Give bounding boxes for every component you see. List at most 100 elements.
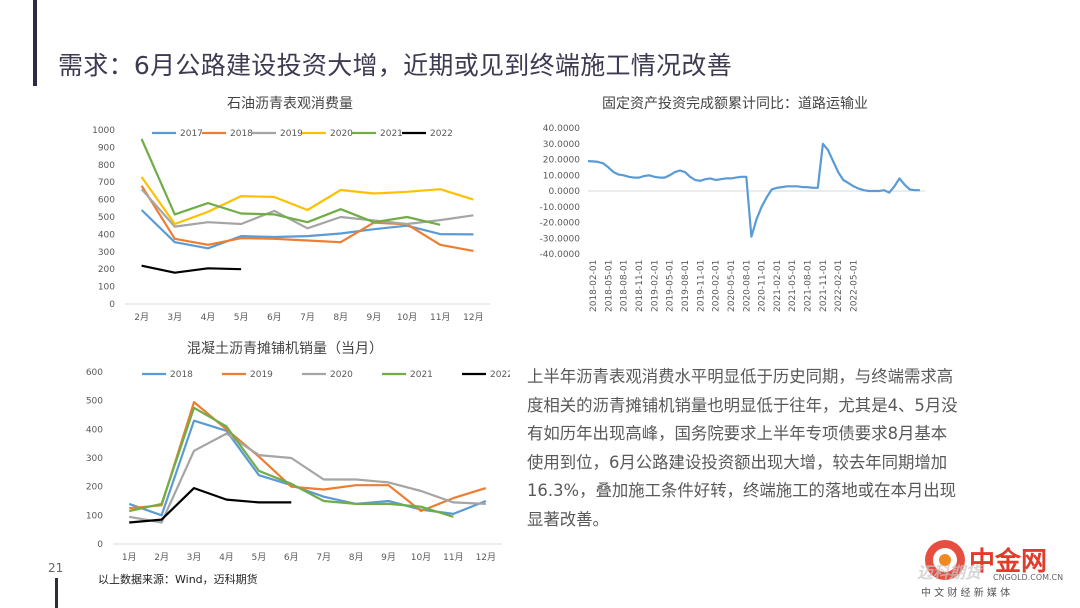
- y-tick-label: 0: [97, 540, 103, 550]
- series-line-2022: [141, 264, 242, 274]
- x-tick-label: 2018-11-01: [635, 260, 645, 312]
- x-tick-label: 11月: [430, 312, 450, 323]
- page-number: 21: [48, 561, 64, 575]
- x-tick-label: 2018-08-01: [620, 260, 630, 312]
- x-tick-label: 2020-05-01: [727, 260, 737, 312]
- data-source-note: 以上数据来源：Wind，迈科期货: [98, 573, 258, 586]
- legend-label-2020: 2020: [330, 370, 353, 380]
- legend-label-2019: 2019: [280, 129, 303, 139]
- y-tick-label: 20.0000: [543, 156, 580, 166]
- legend-label-2017: 2017: [180, 129, 203, 139]
- x-tick-label: 2022-02-01: [834, 260, 844, 312]
- x-tick-label: 9月: [381, 552, 396, 563]
- x-tick-label: 7月: [300, 312, 315, 323]
- x-tick-label: 2021-02-01: [773, 260, 783, 312]
- y-tick-label: 40.0000: [543, 124, 580, 134]
- x-tick-label: 1月: [122, 552, 137, 563]
- x-tick-label: 6月: [267, 312, 282, 323]
- watermark-tagline: 中 文 财 经 新 媒 体: [921, 586, 1010, 599]
- legend-label-2021: 2021: [380, 129, 403, 139]
- watermark-en: CNGOLD.COM.CN: [993, 573, 1063, 582]
- x-tick-label: 10月: [411, 552, 431, 563]
- y-tick-label: 800: [98, 161, 115, 171]
- watermark-overlay: 迈科期货: [917, 563, 984, 582]
- y-tick-label: 900: [98, 143, 115, 153]
- legend-label-2019: 2019: [250, 370, 273, 380]
- x-tick-label: 2019-11-01: [696, 260, 706, 312]
- y-tick-label: 500: [98, 213, 115, 223]
- series-line-2020: [129, 432, 486, 524]
- y-tick-label: 600: [98, 196, 115, 206]
- x-tick-label: 11月: [443, 552, 463, 563]
- analysis-paragraph: 上半年沥青表观消费水平明显低于历史同期，与终端需求高度相关的沥青摊铺机销量也明显…: [527, 367, 958, 529]
- x-tick-label: 2018-05-01: [604, 260, 614, 312]
- y-tick-label: 300: [86, 454, 103, 464]
- y-tick-label: -40.0000: [540, 250, 581, 260]
- x-tick-label: 5月: [234, 312, 249, 323]
- series-line-2017: [140, 209, 474, 250]
- x-tick-label: 2020-11-01: [758, 260, 768, 312]
- x-tick-label: 12月: [476, 552, 496, 563]
- series-line-2018: [128, 419, 487, 517]
- x-tick-label: 8月: [333, 312, 348, 323]
- legend-label-2018: 2018: [230, 129, 253, 139]
- legend-label-2022: 2022: [430, 129, 453, 139]
- y-tick-label: 200: [98, 265, 115, 275]
- y-tick-label: -30.0000: [540, 234, 581, 244]
- x-tick-label: 2018-02-01: [589, 260, 599, 312]
- y-tick-label: 100: [98, 283, 115, 293]
- legend-label-2021: 2021: [410, 370, 433, 380]
- y-tick-label: -10.0000: [540, 203, 581, 213]
- x-tick-label: 2021-08-01: [804, 260, 814, 312]
- y-tick-label: 1000: [92, 126, 115, 136]
- y-tick-label: 600: [86, 368, 103, 378]
- series-line-2022: [129, 487, 292, 524]
- y-tick-label: 500: [86, 397, 103, 407]
- y-tick-label: 30.0000: [543, 140, 580, 150]
- y-tick-label: 10.0000: [543, 171, 580, 181]
- x-tick-label: 7月: [316, 552, 331, 563]
- x-tick-label: 2022-05-01: [850, 260, 860, 312]
- x-tick-label: 4月: [219, 552, 234, 563]
- y-tick-label: -20.0000: [540, 219, 581, 229]
- y-tick-label: 0.0000: [549, 187, 581, 197]
- series-line-2018: [140, 185, 474, 252]
- slide-title: 需求：6月公路建设投资大增，近期或见到终端施工情况改善: [58, 51, 733, 80]
- y-tick-label: 700: [98, 178, 115, 188]
- series-line-road-investment: [587, 142, 920, 238]
- road-investment-chart: 40.0000 30.0000 20.0000 10.0000 0.0000 -10.00…: [540, 124, 925, 312]
- y-tick-label: 100: [86, 511, 103, 521]
- y-tick-label: 200: [86, 483, 103, 493]
- x-tick-label: 8月: [349, 552, 364, 563]
- series-line-2019: [140, 188, 474, 230]
- asphalt-consumption-chart: 0 100 200 300 400 500 600 700 800 900 1000 2月 3月 4月 5月…: [92, 126, 490, 323]
- cngold-watermark: 中金网 迈科期货 CNGOLD.COM.CN 中 文 财 经 新 媒 体: [917, 540, 1063, 599]
- x-tick-label: 2021-05-01: [788, 260, 798, 312]
- series-line-2021: [140, 138, 441, 226]
- y-tick-label: 300: [98, 248, 115, 258]
- y-tick-label: 400: [86, 425, 103, 435]
- x-tick-label: 10月: [397, 312, 417, 323]
- x-tick-label: 4月: [201, 312, 216, 323]
- x-tick-label: 2月: [154, 552, 169, 563]
- x-tick-label: 3月: [167, 312, 182, 323]
- series-line-2021: [128, 406, 454, 518]
- x-tick-label: 2019-02-01: [650, 260, 660, 312]
- x-tick-label: 2月: [134, 312, 149, 323]
- y-tick-label: 400: [98, 230, 115, 240]
- legend-label-2020: 2020: [330, 129, 353, 139]
- x-tick-label: 6月: [284, 552, 299, 563]
- x-tick-label: 2019-08-01: [681, 260, 691, 312]
- chart3-title: 混凝土沥青摊铺机销量（当月）: [187, 341, 383, 357]
- watermark-cn: 中金网: [969, 546, 1047, 577]
- x-tick-label: 2019-05-01: [666, 260, 676, 312]
- y-tick-label: 0: [109, 300, 115, 310]
- x-tick-label: 9月: [366, 312, 381, 323]
- chart2-title: 固定资产投资完成额累计同比：道路运输业: [602, 96, 868, 112]
- x-tick-label: 5月: [252, 552, 267, 563]
- cngold-logo-icon: [925, 540, 965, 580]
- chart1-title: 石油沥青表观消费量: [227, 96, 353, 112]
- x-tick-label: 3月: [187, 552, 202, 563]
- x-tick-label: 2020-08-01: [742, 260, 752, 312]
- accent-bar-bottom: [55, 578, 58, 608]
